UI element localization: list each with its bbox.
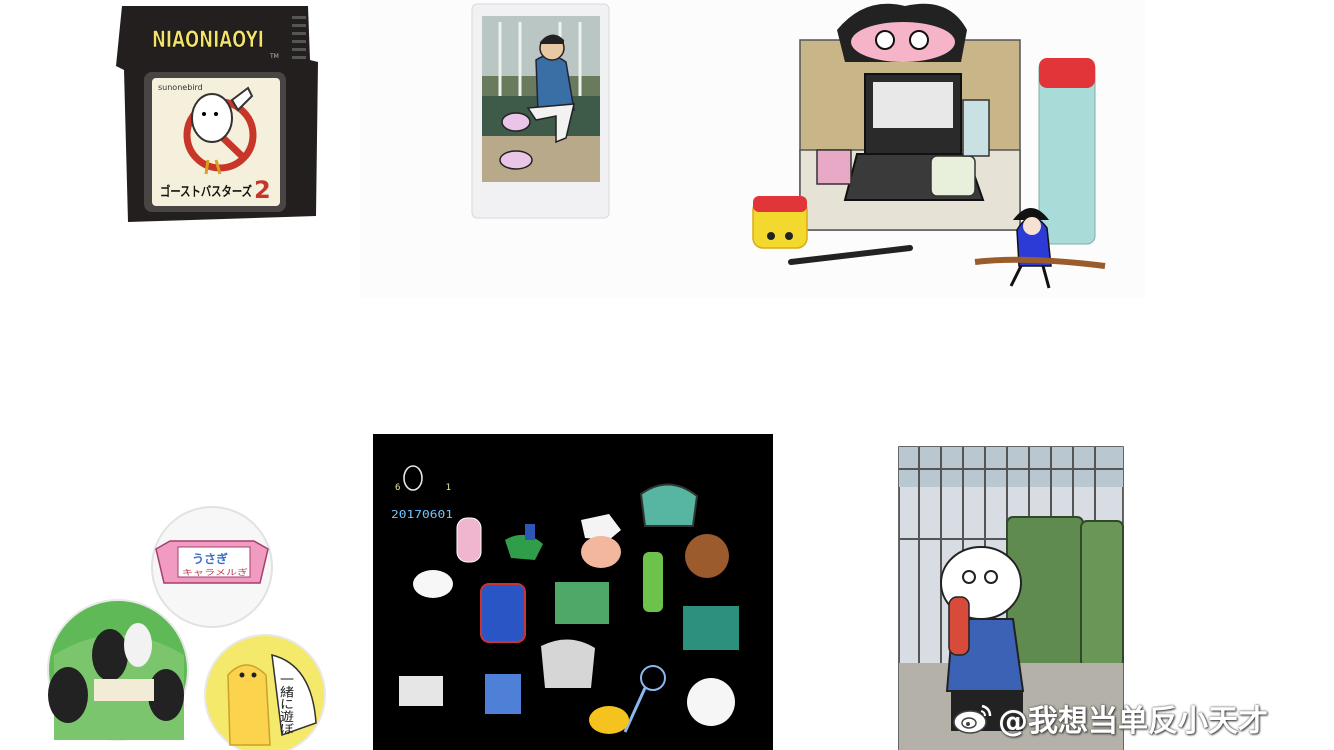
instant-photo-image bbox=[360, 0, 705, 298]
svg-text:一緒に遊ぼ: 一緒に遊ぼ bbox=[278, 673, 294, 735]
trash-bin-illustration-image bbox=[895, 443, 1130, 750]
svg-text:キャラメルぎ: キャラメルぎ bbox=[182, 567, 248, 577]
pin-badges-image: うさぎ キャラメルぎ 一緒に遊ぼ bbox=[40, 505, 330, 750]
svg-text:TM: TM bbox=[269, 53, 279, 60]
svg-text:sunonebird: sunonebird bbox=[158, 83, 203, 92]
watermark-text: @我想当单反小天才 bbox=[998, 704, 1268, 739]
date-label: 20170601 bbox=[391, 508, 453, 521]
svg-text:2: 2 bbox=[254, 176, 271, 204]
desk-diorama-image bbox=[705, 0, 1145, 298]
svg-text:6 1: 6 1 bbox=[395, 483, 451, 493]
cartridge-title: ゴーストバスターズ bbox=[160, 184, 252, 200]
cartridge-logo: NIAONIAOYI bbox=[152, 28, 264, 53]
svg-text:うさぎ: うさぎ bbox=[192, 551, 228, 566]
clay-brooches-image: 6 1 20170601 bbox=[373, 434, 773, 750]
watermark: @我想当单反小天才 bbox=[952, 698, 1268, 739]
game-cartridge-image: NIAONIAOYI TM sunonebird ゴーストバスターズ 2 bbox=[112, 0, 322, 230]
weibo-icon bbox=[953, 704, 992, 734]
